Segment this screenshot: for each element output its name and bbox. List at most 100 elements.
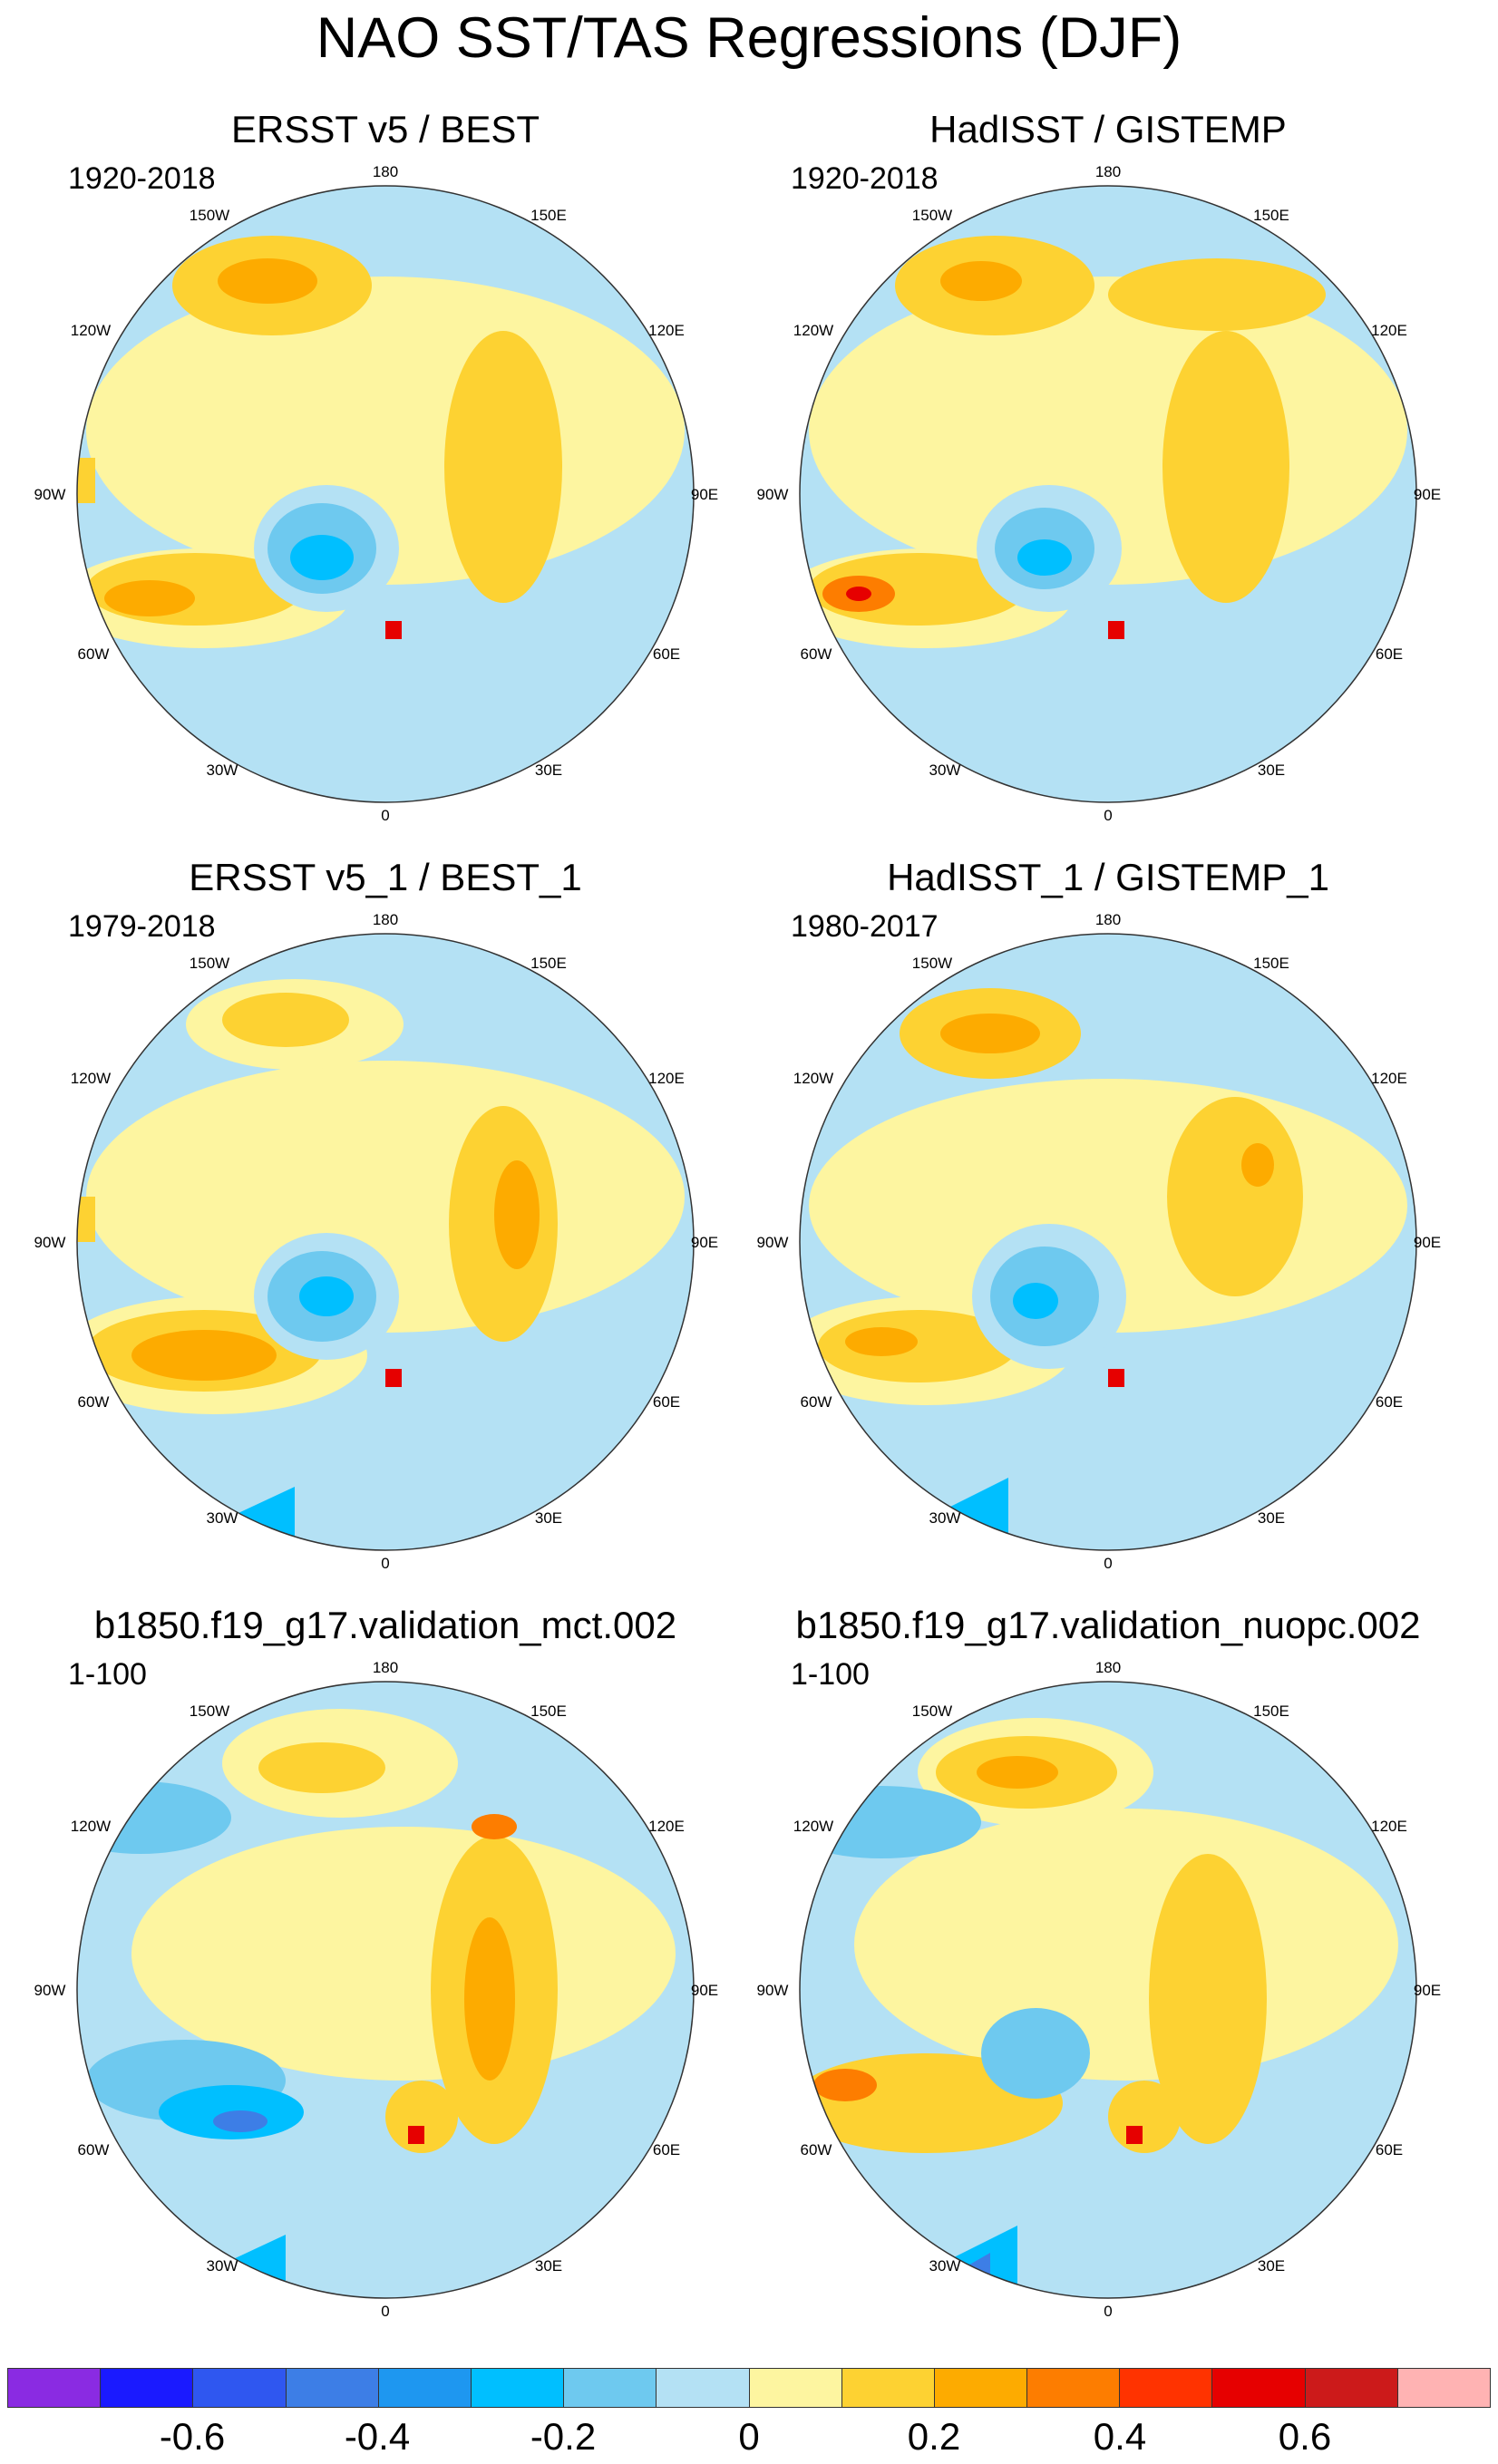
panel-title: HadISST_1 / GISTEMP_1 <box>887 856 1329 898</box>
lon-label: 180 <box>1095 163 1121 180</box>
negative-anomaly-region <box>150 2235 286 2298</box>
positive-anomaly-region <box>444 331 562 603</box>
lon-label: 180 <box>1095 911 1121 928</box>
lon-label: 0 <box>381 807 389 824</box>
positive-anomaly-region <box>1108 1369 1124 1387</box>
positive-anomaly-region <box>385 2081 458 2153</box>
polar-map: 180 150E 120E 90E 60E 30E 0 30W 60W 90W … <box>34 911 719 1572</box>
colorbar-swatch <box>193 2369 287 2407</box>
colorbar-swatch <box>286 2369 379 2407</box>
lon-label: 150W <box>912 955 952 972</box>
colorbar-swatch <box>8 2369 102 2407</box>
positive-anomaly-region <box>131 1330 277 1381</box>
lon-label: 150E <box>530 955 567 972</box>
lon-label: 90W <box>34 1982 66 1999</box>
panel-period: 1979-2018 <box>68 909 216 944</box>
lon-label: 30E <box>535 2257 562 2275</box>
map-boundary <box>76 1681 695 2299</box>
lon-label: 90E <box>1414 486 1441 503</box>
lon-label: 90E <box>691 486 718 503</box>
lon-label: 60E <box>1376 1393 1403 1411</box>
lon-label: 60W <box>78 1393 110 1411</box>
colorbar-swatch <box>1212 2369 1306 2407</box>
lon-label: 180 <box>373 1659 398 1676</box>
lon-label: 150E <box>1253 207 1289 224</box>
colorbar-swatch <box>1120 2369 1213 2407</box>
colorbar-swatch <box>1397 2369 1490 2407</box>
positive-anomaly-region <box>1241 1143 1274 1187</box>
colorbar-tick-label: 0.6 <box>1278 2415 1332 2458</box>
negative-anomaly-region <box>981 2008 1090 2099</box>
lon-label: 150E <box>1253 1702 1289 1720</box>
lon-label: 150W <box>190 207 229 224</box>
lon-label: 90W <box>34 1234 66 1251</box>
lon-label: 60W <box>801 1393 832 1411</box>
colorbar-tick-label: -0.6 <box>159 2415 226 2458</box>
lon-label: 90W <box>757 1234 789 1251</box>
map-panel-validation-mct: b1850.f19_g17.validation_mct.002 1-100 1… <box>23 1600 748 2343</box>
positive-anomaly-region <box>1126 2126 1143 2144</box>
colorbar-swatch <box>101 2369 194 2407</box>
lon-label: 120W <box>793 322 833 339</box>
lon-label: 150E <box>530 207 567 224</box>
lon-label: 150W <box>190 1702 229 1720</box>
lon-label: 150E <box>1253 955 1289 972</box>
lon-label: 90W <box>757 1982 789 1999</box>
lon-label: 150W <box>912 207 952 224</box>
polar-map: 180 150E 120E 90E 60E 30E 0 30W 60W 90W … <box>757 911 1442 1572</box>
polar-map: 180 150E 120E 90E 60E 30E 0 30W 60W 90W … <box>757 163 1442 824</box>
lon-label: 90W <box>757 486 789 503</box>
map-panel-hadisst-gistemp-1: HadISST_1 / GISTEMP_1 1980-2017 180 150E… <box>745 852 1471 1596</box>
lon-label: 60E <box>1376 645 1403 663</box>
map-boundary <box>799 1681 1417 2299</box>
lon-label: 120E <box>1371 1818 1407 1835</box>
positive-anomaly-region <box>494 1160 540 1269</box>
lon-label: 0 <box>381 2303 389 2320</box>
lon-label: 120E <box>1371 1070 1407 1087</box>
lon-label: 60E <box>653 2141 680 2158</box>
lon-label: 60W <box>78 645 110 663</box>
positive-anomaly-region <box>940 261 1022 301</box>
lon-label: 30W <box>207 1509 238 1527</box>
lon-label: 60E <box>653 645 680 663</box>
positive-anomaly-region <box>846 587 871 601</box>
colorbar-swatch <box>657 2369 750 2407</box>
positive-anomaly-region <box>977 1756 1058 1789</box>
polar-map: 180 150E 120E 90E 60E 30E 0 30W 60W 90W … <box>34 1659 719 2320</box>
lon-label: 30W <box>929 2257 961 2275</box>
lon-label: 60E <box>1376 2141 1403 2158</box>
negative-anomaly-region <box>1013 1283 1058 1319</box>
positive-anomaly-region <box>1108 621 1124 639</box>
positive-anomaly-region <box>77 1197 95 1242</box>
positive-anomaly-region <box>385 1369 402 1387</box>
panel-title: b1850.f19_g17.validation_nuopc.002 <box>795 1604 1421 1646</box>
map-boundary <box>76 185 695 803</box>
negative-anomaly-region <box>1017 539 1072 576</box>
positive-anomaly-region <box>1149 1854 1267 2144</box>
positive-anomaly-region <box>1167 1097 1303 1296</box>
colorbar-tick-label: 0.4 <box>1093 2415 1147 2458</box>
lon-label: 180 <box>373 911 398 928</box>
lon-label: 120W <box>793 1070 833 1087</box>
panel-period: 1920-2018 <box>68 161 216 196</box>
positive-anomaly-region <box>472 1814 517 1839</box>
positive-anomaly-region <box>222 993 349 1047</box>
panel-title: HadISST / GISTEMP <box>929 108 1287 150</box>
positive-anomaly-region <box>1108 2081 1181 2153</box>
panel-period: 1-100 <box>68 1657 147 1692</box>
positive-anomaly-region <box>464 1917 515 2081</box>
lon-label: 90E <box>691 1982 718 1999</box>
lon-label: 120E <box>648 322 685 339</box>
negative-anomaly-region <box>213 2110 268 2132</box>
positive-anomaly-region <box>818 1310 1017 1382</box>
lon-label: 90E <box>1414 1982 1441 1999</box>
colorbar-swatch <box>749 2369 842 2407</box>
lon-label: 30E <box>535 762 562 779</box>
lon-label: 150E <box>530 1702 567 1720</box>
panel-title: ERSST v5 / BEST <box>231 108 540 150</box>
positive-anomaly-region <box>408 2126 424 2144</box>
positive-anomaly-region <box>1108 258 1326 331</box>
lon-label: 0 <box>1104 2303 1112 2320</box>
lon-label: 30E <box>535 1509 562 1527</box>
panel-title: ERSST v5_1 / BEST_1 <box>189 856 582 898</box>
